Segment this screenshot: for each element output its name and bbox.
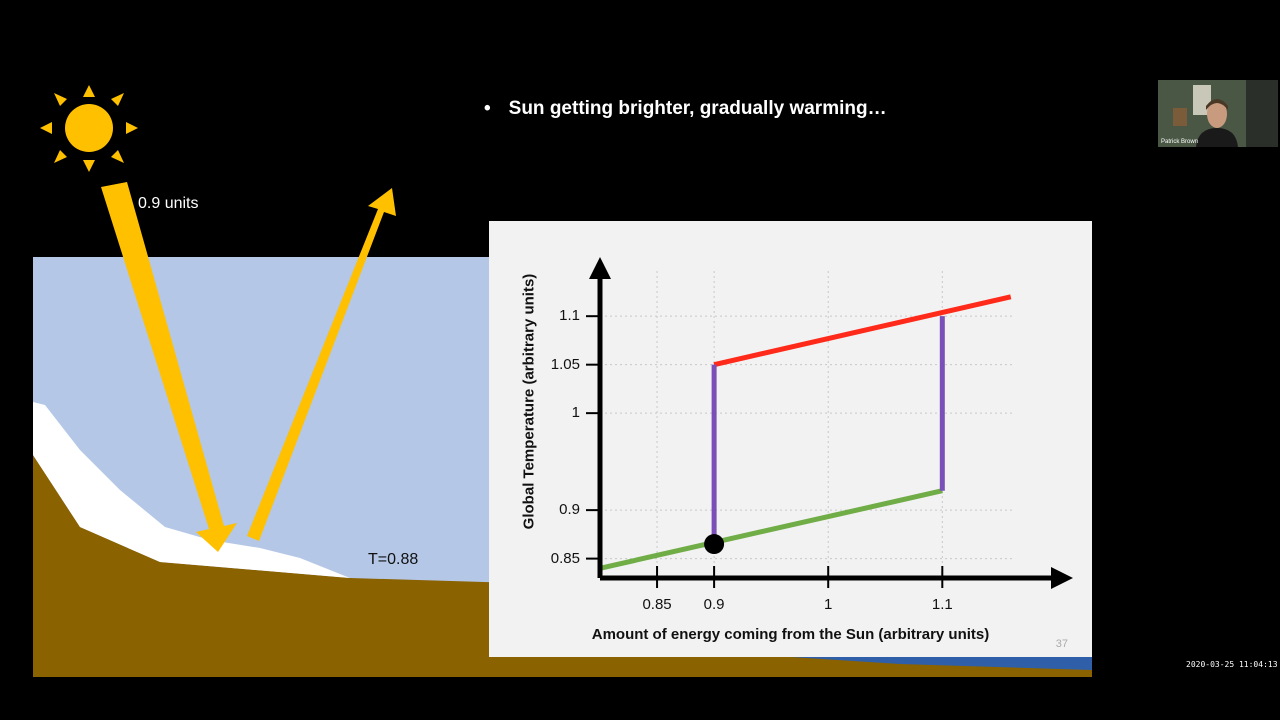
slide-number: 37 bbox=[1055, 638, 1068, 650]
presenter-video bbox=[1158, 80, 1278, 147]
timestamp: 2020-03-25 11:04:13 bbox=[1186, 660, 1278, 669]
series-layer bbox=[599, 294, 1012, 571]
y-tick-label: 1.1 bbox=[559, 307, 580, 325]
y-tick-label: 1.05 bbox=[550, 355, 580, 373]
participant-name: Patrick Brown bbox=[1161, 139, 1199, 145]
y-tick-label: 1 bbox=[571, 404, 580, 422]
bullet-text: Sun getting brighter, gradually warming… bbox=[508, 98, 887, 119]
y-tick-label: 0.85 bbox=[550, 549, 580, 567]
webcam-thumbnail: Patrick Brown bbox=[1158, 80, 1278, 147]
x-axis-label: Amount of energy coming from the Sun (ar… bbox=[591, 626, 990, 643]
snow bbox=[33, 402, 350, 578]
water bbox=[760, 655, 1092, 670]
sun-icon bbox=[40, 85, 138, 172]
reflected-sunlight-arrow bbox=[247, 188, 396, 541]
bullet-symbol: • bbox=[484, 98, 491, 119]
x-tick-label: 0.85 bbox=[642, 596, 672, 613]
temperature-label: T=0.88 bbox=[368, 551, 419, 568]
x-tick-label: 0.9 bbox=[703, 596, 725, 613]
chart-panel: 0.85 0.9 1 1.05 1.1 0.85 0.9 1 1.1 Global Temper… bbox=[489, 221, 1092, 657]
y-axis bbox=[589, 257, 611, 578]
series-line-0 bbox=[599, 488, 943, 571]
data-point-0 bbox=[704, 534, 725, 555]
incoming-sunlight-arrow bbox=[101, 182, 237, 552]
x-axis bbox=[600, 567, 1073, 589]
y-tick-label: 0.9 bbox=[559, 501, 580, 519]
incoming-energy-label: 0.9 units bbox=[138, 195, 199, 212]
chart bbox=[586, 257, 1073, 589]
x-tick-label: 1 bbox=[824, 596, 833, 613]
ground bbox=[33, 455, 1092, 677]
x-tick-label: 1.1 bbox=[931, 596, 953, 613]
series-line-1 bbox=[713, 294, 1012, 368]
y-axis-label: Global Temperature (arbitrary units) bbox=[520, 273, 538, 530]
slide-bullet: • Sun getting brighter, gradually warming… bbox=[484, 98, 887, 120]
grid bbox=[586, 271, 1014, 588]
